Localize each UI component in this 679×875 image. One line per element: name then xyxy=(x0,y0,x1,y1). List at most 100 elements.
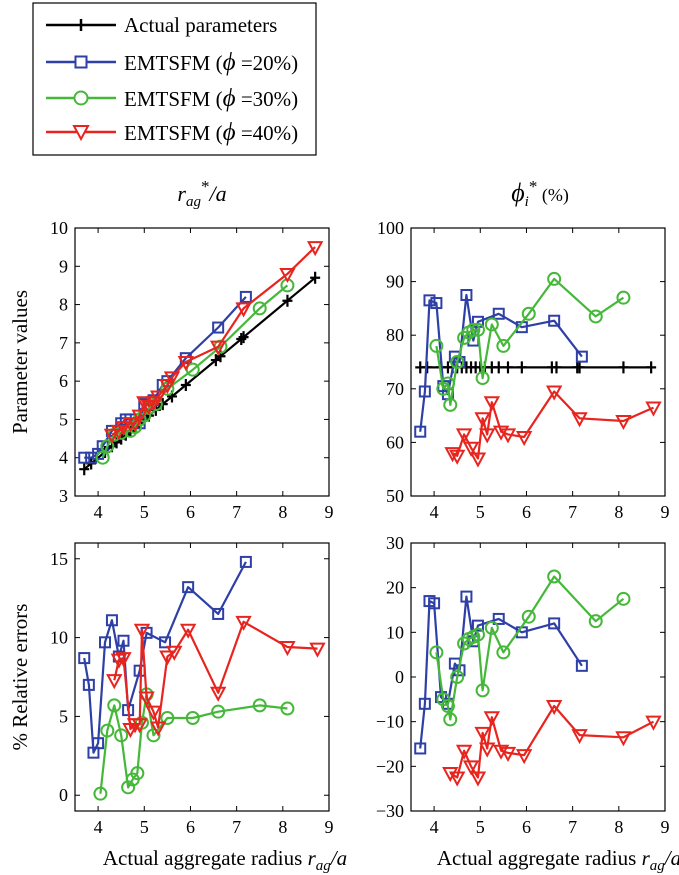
y-tick-label: 8 xyxy=(59,295,68,315)
x-tick-label: 6 xyxy=(522,502,531,522)
data-point xyxy=(618,361,629,374)
data-point xyxy=(149,390,167,406)
data-point xyxy=(521,609,536,624)
data-point xyxy=(471,619,484,632)
data-point xyxy=(492,307,505,320)
data-point xyxy=(466,322,481,337)
data-point xyxy=(645,715,662,731)
x-axis-label-right: Actual aggregate radius rag/a xyxy=(437,846,679,874)
series-s40 xyxy=(442,700,662,787)
panel-bottom-left-error-r: 4 5 6 7 8 9 0 5 10 15 xyxy=(50,542,334,837)
data-point xyxy=(450,355,465,369)
x-tick-label: 9 xyxy=(661,502,670,522)
data-point xyxy=(521,306,536,321)
x-tick-label: 6 xyxy=(186,502,195,522)
data-point xyxy=(547,569,562,584)
data-point xyxy=(462,441,480,457)
data-point xyxy=(209,340,227,356)
data-point xyxy=(239,290,252,303)
data-point xyxy=(551,361,562,374)
x-axis-label-left: Actual aggregate radius rag/a xyxy=(103,846,347,874)
data-point xyxy=(545,385,563,401)
legend: Actual parameters EMTSFM (ϕ =20%) EMTSFM… xyxy=(32,2,317,156)
data-point xyxy=(179,623,197,639)
data-point xyxy=(474,726,491,742)
y-tick-label: 90 xyxy=(386,272,404,292)
data-point xyxy=(212,321,225,334)
series-line-s30 xyxy=(435,277,625,406)
data-point xyxy=(496,645,511,660)
legend-label-actual: Actual parameters xyxy=(124,13,277,37)
data-point xyxy=(646,361,657,374)
x-tick-label: 6 xyxy=(186,817,195,837)
data-point xyxy=(571,729,588,745)
data-point xyxy=(146,728,161,743)
data-point xyxy=(435,691,448,704)
legend-entry-s20: EMTSFM (ϕ =20%) xyxy=(46,49,298,76)
x-tick-label: 9 xyxy=(661,817,670,837)
data-point xyxy=(95,450,110,465)
x-tick-label: 8 xyxy=(278,502,287,522)
x-tick-label: 6 xyxy=(522,817,531,837)
data-point xyxy=(279,641,296,657)
y-tick-label: 0 xyxy=(59,785,68,805)
data-point xyxy=(115,421,132,437)
y-tick-label: 4 xyxy=(59,448,68,468)
y-tick-label: 20 xyxy=(386,578,404,598)
x-tick-label: 7 xyxy=(568,817,577,837)
y-tick-label: 60 xyxy=(386,432,404,452)
data-point xyxy=(496,338,511,353)
data-point xyxy=(483,711,500,727)
data-point xyxy=(548,314,561,327)
x-tick-label: 7 xyxy=(232,502,241,522)
data-point xyxy=(130,766,145,781)
y-tick-label: 10 xyxy=(50,628,68,648)
data-point xyxy=(460,590,473,603)
y-tick-label: 3 xyxy=(59,486,68,506)
data-point xyxy=(185,362,200,377)
data-point xyxy=(126,417,144,433)
data-point xyxy=(462,760,480,776)
data-point xyxy=(616,591,631,606)
data-point xyxy=(78,451,91,464)
legend-prefix: EMTSFM ( xyxy=(124,87,223,111)
data-point xyxy=(440,699,455,714)
data-point xyxy=(121,780,136,795)
legend-prefix: EMTSFM ( xyxy=(124,51,223,75)
data-point xyxy=(279,267,296,284)
plot-area xyxy=(414,271,662,468)
data-point xyxy=(239,555,252,568)
series-line-actual xyxy=(83,276,316,471)
series-line-s20 xyxy=(83,561,247,754)
y-tick-label: 70 xyxy=(386,379,404,399)
data-point xyxy=(474,412,491,428)
data-point xyxy=(306,241,324,257)
data-point xyxy=(180,378,191,391)
x-tick-label: 5 xyxy=(476,817,485,837)
data-point xyxy=(235,615,252,631)
data-point xyxy=(103,428,121,444)
data-point xyxy=(133,623,151,639)
data-point xyxy=(588,614,603,629)
data-point xyxy=(588,309,603,324)
series-line-s40 xyxy=(113,620,318,731)
legend-suffix: =20%) xyxy=(236,51,299,75)
data-point xyxy=(470,322,485,337)
panel-bottom-right-error-phi: 4 5 6 7 8 9 −30 −20 −10 0 10 20 30 xyxy=(376,533,670,837)
y-tick-label: 7 xyxy=(59,333,68,353)
series-s40 xyxy=(103,241,324,444)
data-point xyxy=(442,767,459,783)
data-point xyxy=(159,636,172,649)
legend-label-s30: EMTSFM (ϕ =30%) xyxy=(124,85,298,112)
legend-circle-marker xyxy=(73,90,89,106)
x-tick-label: 8 xyxy=(614,817,623,837)
data-point xyxy=(645,401,662,417)
data-point xyxy=(282,294,293,307)
y-tick-label: 80 xyxy=(386,325,404,345)
data-point xyxy=(475,371,490,386)
x-tick-label: 5 xyxy=(140,817,149,837)
x-tick-label: 8 xyxy=(614,502,623,522)
series-s40 xyxy=(106,615,326,739)
y-tick-label: 10 xyxy=(50,218,68,238)
data-point xyxy=(450,670,465,684)
